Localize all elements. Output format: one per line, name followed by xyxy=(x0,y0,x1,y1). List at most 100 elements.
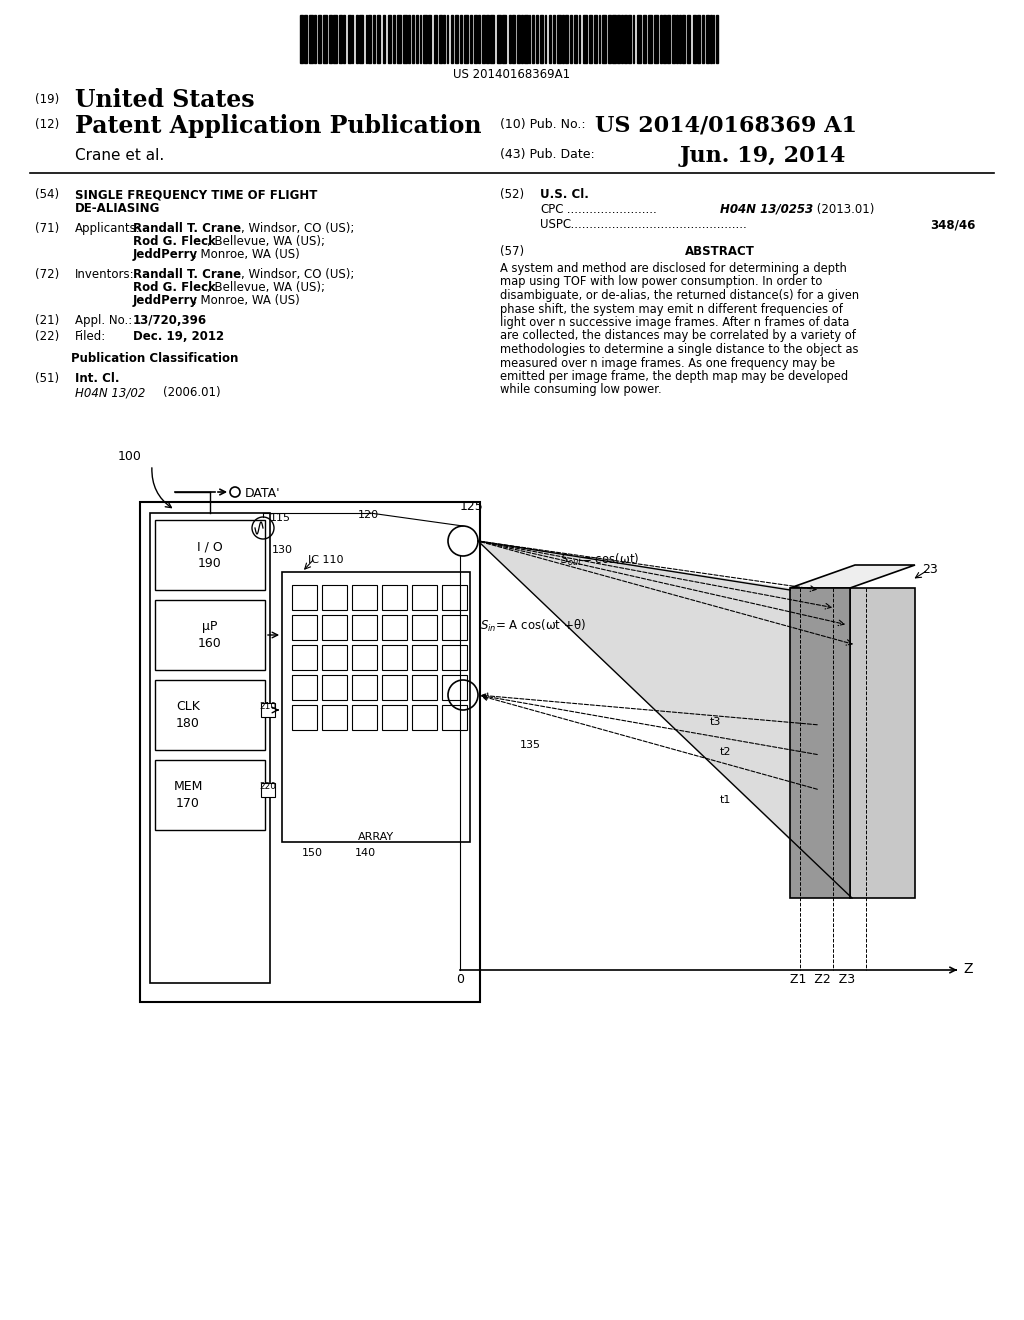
Text: Publication Classification: Publication Classification xyxy=(72,352,239,366)
Text: ................................................: ........................................… xyxy=(563,218,746,231)
Text: Z1  Z2  Z3: Z1 Z2 Z3 xyxy=(790,973,855,986)
Text: 170: 170 xyxy=(176,797,200,810)
Bar xyxy=(637,15,640,63)
Bar xyxy=(594,15,597,63)
Bar xyxy=(155,680,265,750)
Bar xyxy=(433,15,436,63)
Bar xyxy=(382,645,407,671)
Text: phase shift, the system may emit n different frequencies of: phase shift, the system may emit n diffe… xyxy=(500,302,843,315)
Bar xyxy=(490,15,494,63)
Bar xyxy=(383,15,385,63)
Bar xyxy=(322,585,347,610)
Bar xyxy=(702,15,705,63)
Bar xyxy=(300,15,303,63)
Bar xyxy=(352,705,377,730)
Text: $\mathit{S}_{out}$= cos(ωt): $\mathit{S}_{out}$= cos(ωt) xyxy=(560,552,639,568)
Bar xyxy=(412,15,414,63)
Bar xyxy=(532,15,534,63)
Text: (2006.01): (2006.01) xyxy=(163,385,220,399)
Bar xyxy=(478,15,480,63)
Text: 190: 190 xyxy=(198,557,222,570)
Text: t2: t2 xyxy=(720,747,731,756)
Bar xyxy=(710,15,712,63)
Text: Applicants:: Applicants: xyxy=(75,222,140,235)
Text: 348/46: 348/46 xyxy=(930,218,976,231)
Text: (57): (57) xyxy=(500,246,524,257)
Text: 210: 210 xyxy=(259,702,276,711)
Bar xyxy=(318,15,321,63)
Text: (22): (22) xyxy=(35,330,59,343)
Text: 140: 140 xyxy=(355,847,376,858)
Bar xyxy=(659,15,662,63)
Text: USPC: USPC xyxy=(540,218,571,231)
Bar xyxy=(416,15,418,63)
Bar xyxy=(589,15,592,63)
Text: , Windsor, CO (US);: , Windsor, CO (US); xyxy=(241,222,354,235)
Text: US 2014/0168369 A1: US 2014/0168369 A1 xyxy=(595,114,857,136)
Text: 135: 135 xyxy=(520,741,541,750)
Bar xyxy=(322,705,347,730)
Bar xyxy=(408,15,410,63)
Bar xyxy=(314,15,316,63)
Text: measured over n image frames. As one frequency may be: measured over n image frames. As one fre… xyxy=(500,356,836,370)
Text: Perry: Perry xyxy=(157,248,198,261)
Bar xyxy=(713,15,714,63)
Text: Z: Z xyxy=(963,962,973,975)
Bar xyxy=(373,15,375,63)
Text: (2013.01): (2013.01) xyxy=(813,203,874,216)
Text: emitted per image frame, the depth map may be developed: emitted per image frame, the depth map m… xyxy=(500,370,848,383)
Bar xyxy=(697,15,699,63)
Bar xyxy=(579,15,580,63)
Bar xyxy=(438,15,441,63)
Text: Filed:: Filed: xyxy=(75,330,106,343)
Text: 150: 150 xyxy=(302,847,323,858)
Text: 13/720,396: 13/720,396 xyxy=(133,314,207,327)
Text: DE-ALIASING: DE-ALIASING xyxy=(75,202,161,215)
Text: map using TOF with low power consumption. In order to: map using TOF with low power consumption… xyxy=(500,276,822,289)
Text: Int. Cl.: Int. Cl. xyxy=(75,372,120,385)
Bar xyxy=(667,15,670,63)
Bar xyxy=(393,15,394,63)
Bar xyxy=(536,15,538,63)
Text: Crane et al.: Crane et al. xyxy=(75,148,164,162)
Text: (71): (71) xyxy=(35,222,59,235)
Bar xyxy=(343,15,345,63)
Bar xyxy=(643,15,646,63)
Text: Inventors:: Inventors: xyxy=(75,268,134,281)
Text: µP: µP xyxy=(203,620,218,634)
Text: A system and method are disclosed for determining a depth: A system and method are disclosed for de… xyxy=(500,261,847,275)
Text: United States: United States xyxy=(75,88,255,112)
Bar xyxy=(446,15,449,63)
Text: MEM: MEM xyxy=(173,780,203,793)
Text: $\mathit{S}_{in}$= A cos(ωt +θ): $\mathit{S}_{in}$= A cos(ωt +θ) xyxy=(480,618,586,634)
Text: (19): (19) xyxy=(35,92,59,106)
Bar xyxy=(261,704,275,717)
Bar xyxy=(150,513,270,983)
Bar xyxy=(611,15,615,63)
Bar xyxy=(442,15,445,63)
Bar xyxy=(502,15,506,63)
Text: methodologies to determine a single distance to the object as: methodologies to determine a single dist… xyxy=(500,343,858,356)
Text: ARRAY: ARRAY xyxy=(358,832,394,842)
Bar xyxy=(442,675,467,700)
Bar xyxy=(583,15,587,63)
Text: , Bellevue, WA (US);: , Bellevue, WA (US); xyxy=(207,235,329,248)
Text: IC 110: IC 110 xyxy=(308,554,343,565)
Bar xyxy=(523,15,527,63)
Text: US 20140168369A1: US 20140168369A1 xyxy=(454,69,570,81)
Bar xyxy=(451,15,453,63)
Bar xyxy=(292,645,317,671)
Bar xyxy=(292,675,317,700)
Bar xyxy=(556,15,560,63)
Text: (12): (12) xyxy=(35,117,59,131)
Bar xyxy=(382,705,407,730)
Bar xyxy=(347,15,350,63)
Bar xyxy=(545,15,546,63)
Bar xyxy=(155,520,265,590)
Bar xyxy=(460,15,462,63)
Text: Dec. 19, 2012: Dec. 19, 2012 xyxy=(133,330,224,343)
Bar xyxy=(679,15,681,63)
Bar xyxy=(402,15,407,63)
Bar xyxy=(420,15,421,63)
Bar xyxy=(692,15,695,63)
